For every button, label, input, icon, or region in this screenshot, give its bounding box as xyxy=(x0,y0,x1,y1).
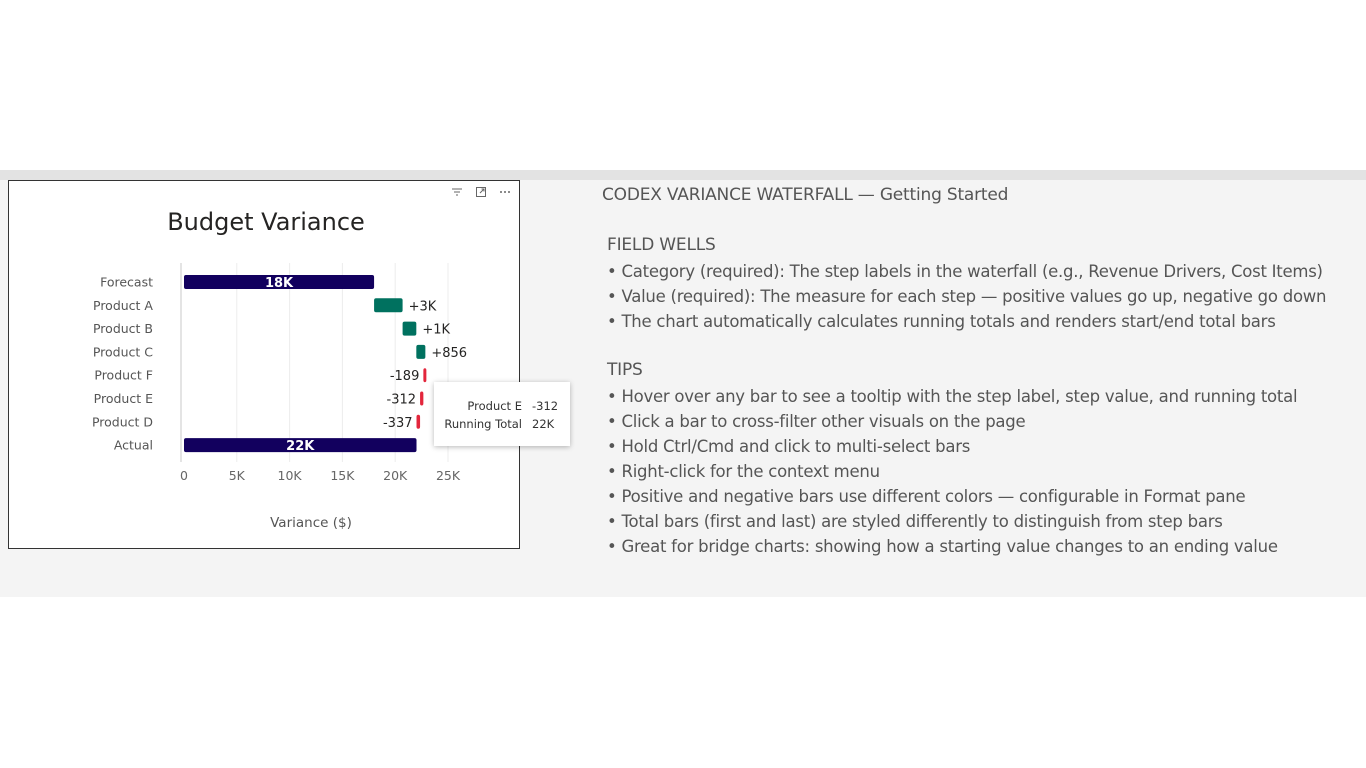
data-label: -189 xyxy=(390,369,420,384)
data-label: +3K xyxy=(409,299,437,314)
waterfall-bar[interactable] xyxy=(184,275,375,289)
x-axis: 0 5K 10K 15K 20K 25K xyxy=(180,263,461,483)
x-axis-title: Variance ($) xyxy=(270,515,352,531)
guide-section-tips: TIPS • Hover over any bar to see a toolt… xyxy=(602,359,1352,559)
data-label: 18K xyxy=(265,276,294,291)
data-label: -312 xyxy=(387,393,417,408)
category-label: Product E xyxy=(94,391,153,406)
bullet-list: • Hover over any bar to see a tooltip wi… xyxy=(607,384,1352,559)
guide-section-field-wells: FIELD WELLS • Category (required): The s… xyxy=(602,234,1352,334)
waterfall-bar[interactable] xyxy=(416,414,421,429)
waterfall-visual[interactable]: Budget Variance 0 5K 10K 15K 20K 25K Forecast… xyxy=(8,180,520,549)
grid-lines xyxy=(236,263,449,462)
list-item: • Hold Ctrl/Cmd and click to multi-selec… xyxy=(607,437,971,456)
guide-title: CODEX VARIANCE WATERFALL — Getting Start… xyxy=(602,185,1009,205)
waterfall-bar[interactable] xyxy=(420,391,424,406)
getting-started-panel: CODEX VARIANCE WATERFALL — Getting Start… xyxy=(602,184,1352,584)
section-heading: FIELD WELLS xyxy=(607,235,716,255)
bar-tooltip: Product E -312 Running Total 22K xyxy=(434,382,570,446)
tooltip-row: Running Total 22K xyxy=(434,417,570,433)
waterfall-bar[interactable] xyxy=(416,344,426,359)
category-label: Product F xyxy=(94,368,153,383)
more-options-icon[interactable] xyxy=(497,185,513,199)
list-item: • Total bars (first and last) are styled… xyxy=(607,512,1223,531)
list-item: • Great for bridge charts: showing how a… xyxy=(607,537,1278,556)
list-item: • Right-click for the context menu xyxy=(607,462,880,481)
visual-header-toolbar xyxy=(449,185,513,199)
canvas-top-strip xyxy=(0,170,1366,180)
tooltip-key: Running Total xyxy=(444,417,522,431)
list-item: • The chart automatically calculates run… xyxy=(607,312,1276,331)
list-item: • Positive and negative bars use differe… xyxy=(607,487,1246,506)
tooltip-value: -312 xyxy=(532,399,559,413)
tooltip-row: Product E -312 xyxy=(434,399,570,415)
category-label: Product A xyxy=(93,298,153,313)
data-label: +856 xyxy=(431,346,467,361)
category-axis: Forecast Product A Product B Product C Produ… xyxy=(92,275,153,453)
waterfall-chart: Budget Variance 0 5K 10K 15K 20K 25K Forecast… xyxy=(92,208,467,531)
waterfall-bar[interactable] xyxy=(184,438,417,453)
waterfall-bar[interactable] xyxy=(402,321,417,336)
tooltip-key: Product E xyxy=(467,399,522,413)
tooltip-value: 22K xyxy=(532,417,555,431)
list-item: • Category (required): The step labels i… xyxy=(607,262,1323,281)
list-item: • Value (required): The measure for each… xyxy=(607,287,1327,306)
category-label: Product D xyxy=(92,414,153,429)
category-label: Actual xyxy=(114,438,153,453)
x-tick-label: 20K xyxy=(383,468,408,483)
list-item: • Hover over any bar to see a tooltip wi… xyxy=(607,387,1298,406)
category-label: Forecast xyxy=(100,275,153,290)
data-label: +1K xyxy=(422,323,450,338)
filter-icon[interactable] xyxy=(449,185,465,199)
bar-series[interactable] xyxy=(184,275,427,453)
chart-title: Budget Variance xyxy=(167,208,365,236)
x-tick-label: 5K xyxy=(229,468,246,483)
waterfall-bar[interactable] xyxy=(423,368,427,383)
waterfall-bar[interactable] xyxy=(374,298,403,313)
x-tick-label: 0 xyxy=(180,468,188,483)
section-heading: TIPS xyxy=(607,360,643,380)
category-label: Product B xyxy=(93,321,153,336)
x-tick-label: 10K xyxy=(278,468,303,483)
data-label: -337 xyxy=(383,416,413,431)
list-item: • Click a bar to cross-filter other visu… xyxy=(607,412,1026,431)
data-labels: 18K +3K +1K +856 -189 -312 -337 22K xyxy=(265,276,467,454)
bullet-list: • Category (required): The step labels i… xyxy=(607,259,1352,334)
category-label: Product C xyxy=(93,344,153,359)
x-tick-label: 25K xyxy=(436,468,461,483)
focus-mode-icon[interactable] xyxy=(473,185,489,199)
data-label: 22K xyxy=(286,439,315,454)
x-tick-label: 15K xyxy=(330,468,355,483)
